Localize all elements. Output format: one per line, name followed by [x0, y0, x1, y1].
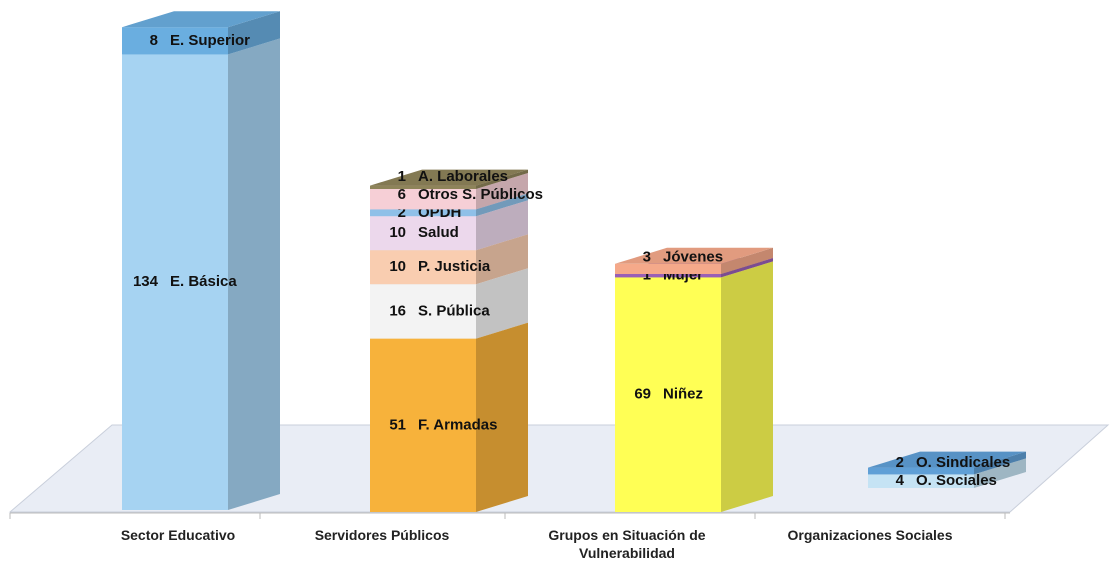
segment-front	[370, 216, 476, 251]
segment-value: 2	[896, 454, 904, 471]
segment-name: Niñez	[663, 386, 703, 403]
segment-side	[476, 169, 528, 189]
category-label: Sector Educativo	[120, 527, 236, 543]
segment-front	[868, 474, 974, 488]
segment-side	[476, 234, 528, 285]
segment-front	[615, 263, 721, 274]
segment-value: 134	[133, 273, 159, 290]
segment-top	[868, 451, 1026, 468]
segment-side	[476, 173, 528, 210]
segment-value: 2	[398, 204, 406, 221]
segment-name: E. Básica	[170, 273, 237, 290]
segment-side	[721, 261, 773, 512]
segment-value: 10	[389, 224, 406, 241]
category-label: Organizaciones Sociales	[787, 527, 953, 543]
segment-front	[370, 338, 476, 512]
segment-value: 4	[896, 472, 905, 489]
segment-name: A. Laborales	[418, 168, 508, 185]
bar-segment	[122, 11, 280, 55]
segment-side	[721, 247, 773, 274]
bar-segment	[868, 451, 1026, 475]
segment-name: Salud	[418, 224, 459, 241]
segment-value: 1	[643, 267, 651, 284]
segment-side	[476, 200, 528, 251]
segment-value: 3	[643, 249, 651, 266]
segment-front	[868, 467, 974, 475]
segment-side	[476, 193, 528, 217]
segment-value: 6	[398, 186, 406, 203]
segment-value: 51	[389, 416, 406, 433]
segment-side	[476, 268, 528, 339]
segment-front	[370, 209, 476, 217]
segment-name: O. Sindicales	[916, 454, 1010, 471]
segment-name: S. Pública	[418, 302, 490, 319]
segment-value: 69	[634, 386, 651, 403]
segment-name: P. Justicia	[418, 258, 491, 275]
category-label: Grupos en Situación de Vulnerabilidad	[548, 527, 706, 561]
segment-front	[122, 54, 228, 511]
bar-segment	[615, 247, 773, 274]
segment-front	[615, 277, 721, 512]
segment-value: 16	[389, 302, 406, 319]
segment-name: O. Sociales	[916, 472, 997, 489]
segment-side	[974, 458, 1026, 488]
segment-side	[476, 322, 528, 512]
segment-name: Otros S. Públicos	[418, 186, 543, 203]
segment-front	[370, 250, 476, 285]
segment-side	[974, 451, 1026, 475]
segment-front	[615, 274, 721, 278]
segment-name: F. Armadas	[418, 416, 497, 433]
segment-value: 1	[398, 168, 406, 185]
bar-segment	[615, 261, 773, 512]
segment-front	[370, 284, 476, 339]
segment-side	[228, 38, 280, 511]
axis-ticks	[9, 513, 1006, 519]
segment-name: Jóvenes	[663, 249, 723, 266]
segment-top	[370, 169, 528, 186]
segment-front	[122, 27, 228, 55]
segment-value: 10	[389, 258, 406, 275]
segment-side	[721, 258, 773, 278]
segment-front	[370, 189, 476, 210]
category-label: Servidores Públicos	[314, 527, 450, 543]
segment-side	[228, 11, 280, 55]
bar-segment	[370, 169, 528, 189]
segment-front	[370, 185, 476, 189]
segment-top	[615, 247, 773, 264]
segment-value: 8	[150, 32, 158, 49]
segment-top	[122, 11, 280, 28]
segment-name: E. Superior	[170, 32, 250, 49]
